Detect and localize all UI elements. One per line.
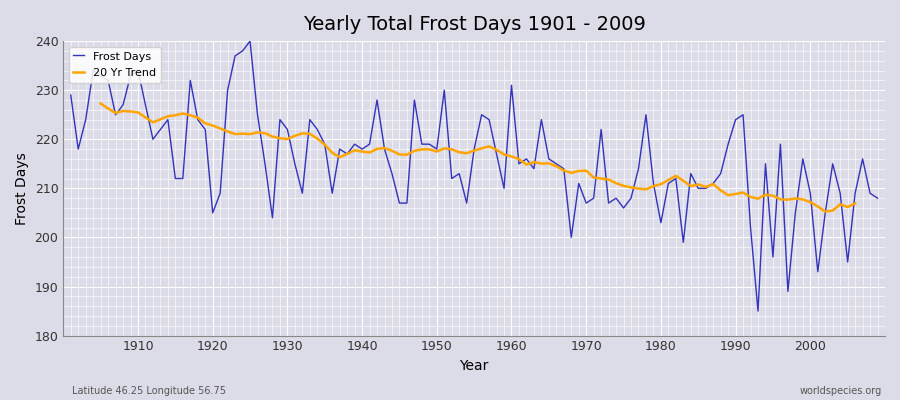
Legend: Frost Days, 20 Yr Trend: Frost Days, 20 Yr Trend (68, 47, 161, 83)
Frost Days (245, 39, 256, 44)
Frost Days (66, 93, 77, 98)
Frost Days (125, 73, 136, 78)
Text: worldspecies.org: worldspecies.org (800, 386, 882, 396)
20 Yr Trend (686, 184, 697, 188)
Text: Latitude 46.25 Longitude 56.75: Latitude 46.25 Longitude 56.75 (72, 386, 226, 396)
20 Yr Trend (95, 101, 106, 106)
Line: Frost Days: Frost Days (71, 41, 878, 311)
20 Yr Trend (850, 201, 860, 206)
Title: Yearly Total Frost Days 1901 - 2009: Yearly Total Frost Days 1901 - 2009 (302, 15, 645, 34)
Frost Days (342, 152, 353, 156)
20 Yr Trend (259, 131, 270, 136)
20 Yr Trend (626, 185, 636, 190)
Frost Days (752, 309, 763, 314)
20 Yr Trend (745, 194, 756, 199)
Y-axis label: Frost Days: Frost Days (15, 152, 29, 225)
Frost Days (872, 196, 883, 200)
20 Yr Trend (238, 131, 248, 136)
Frost Days (603, 201, 614, 206)
20 Yr Trend (439, 146, 450, 151)
Line: 20 Yr Trend: 20 Yr Trend (101, 104, 855, 212)
Frost Days (514, 162, 525, 166)
X-axis label: Year: Year (460, 359, 489, 373)
Frost Days (297, 191, 308, 196)
20 Yr Trend (820, 209, 831, 214)
Frost Days (506, 83, 517, 88)
